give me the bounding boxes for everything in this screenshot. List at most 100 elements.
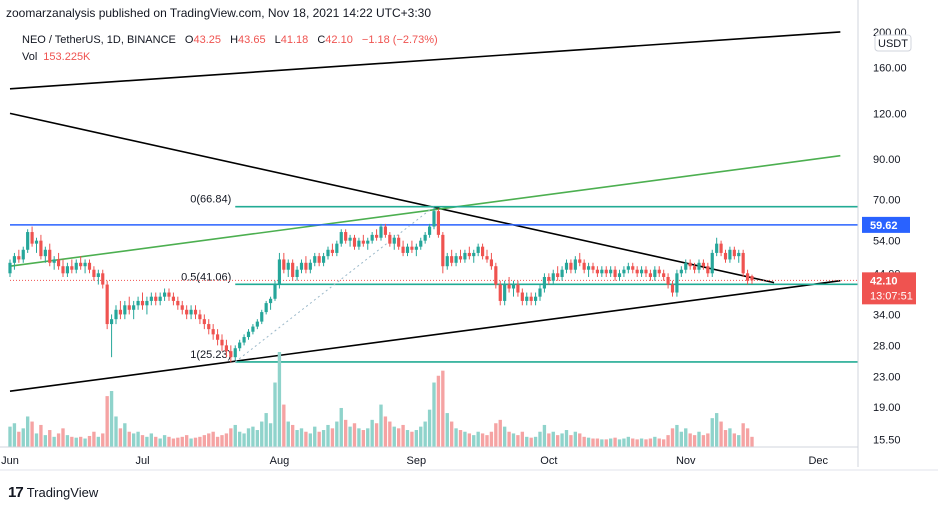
candle-body xyxy=(745,273,750,281)
volume-bar xyxy=(317,431,321,447)
candle-body xyxy=(662,273,666,277)
volume-bar xyxy=(423,421,427,447)
volume-bar xyxy=(547,433,551,447)
volume-bar xyxy=(242,433,246,447)
volume-bar xyxy=(560,433,564,447)
volume-bar xyxy=(427,409,432,447)
candle-body xyxy=(441,234,445,267)
volume-bar xyxy=(617,439,622,447)
volume-bar xyxy=(330,428,335,447)
candle-body xyxy=(202,319,206,325)
volume-bar xyxy=(131,433,136,447)
volume-bar xyxy=(684,428,688,447)
candle-body xyxy=(578,259,582,263)
volume-bar xyxy=(631,438,635,447)
y-tick-label: 120.00 xyxy=(873,108,907,120)
volume-bar xyxy=(626,436,631,447)
volume-bar xyxy=(198,436,202,447)
volume-bar xyxy=(569,435,573,447)
volume-bar xyxy=(688,433,692,447)
symbol-legend[interactable]: NEO / TetherUS, 1D, BINANCE O43.25 H43.6… xyxy=(22,34,438,46)
volume-bar xyxy=(679,431,684,447)
y-tick-label: 54.00 xyxy=(873,236,901,248)
candle-body xyxy=(348,237,352,241)
currency-badge xyxy=(874,34,912,52)
high-label: H xyxy=(230,34,239,46)
volume-bar xyxy=(127,431,131,447)
volume-bar xyxy=(697,431,701,447)
volume-bar xyxy=(401,424,405,447)
volume-bar xyxy=(436,375,441,447)
candle-body xyxy=(480,246,485,257)
candle-body xyxy=(723,252,728,260)
candle-body xyxy=(291,262,295,277)
volume-bar xyxy=(65,435,70,447)
volume-bar xyxy=(516,435,520,447)
volume-bar xyxy=(485,435,489,447)
volume-bar xyxy=(56,433,61,447)
volume-bar xyxy=(445,413,449,447)
candle-body xyxy=(719,243,723,253)
volume-bar xyxy=(419,426,423,447)
candle-body xyxy=(167,292,171,297)
candle-body xyxy=(299,262,304,270)
volume-bar xyxy=(701,435,706,447)
volume-bar xyxy=(463,431,467,447)
volume-bar xyxy=(564,430,569,447)
volume-bar xyxy=(578,433,582,447)
candle-body xyxy=(92,269,96,277)
volume-bar xyxy=(171,438,176,447)
volume-bar xyxy=(714,413,719,447)
x-tick-label: Aug xyxy=(270,455,290,467)
volume-bar xyxy=(533,436,538,447)
tradingview-footer[interactable]: 17 TradingView xyxy=(8,484,98,501)
candle-body xyxy=(657,269,661,274)
symbol-title[interactable]: NEO / TetherUS, 1D, BINANCE xyxy=(22,34,176,46)
volume-bar xyxy=(339,407,343,447)
candle-body xyxy=(26,232,30,250)
volume-legend[interactable]: Vol 153.225K xyxy=(22,51,90,63)
candle-body xyxy=(427,226,432,235)
candle-body xyxy=(96,273,100,277)
candle-body xyxy=(617,273,622,277)
volume-bar xyxy=(648,438,653,447)
volume-bar xyxy=(101,433,105,447)
change-value: −1.18 (−2.73%) xyxy=(361,34,438,46)
volume-bar xyxy=(123,423,127,447)
volume-bar xyxy=(405,430,410,447)
volume-bar xyxy=(661,439,666,447)
candle-body xyxy=(56,259,61,267)
candle-body xyxy=(392,237,396,244)
candle-body xyxy=(52,259,56,263)
candle-body xyxy=(737,252,741,257)
candle-body xyxy=(321,256,326,263)
candle-body xyxy=(679,269,683,274)
volume-bar xyxy=(595,438,600,447)
volume-bar xyxy=(246,428,251,447)
volume-bar xyxy=(180,436,184,447)
x-tick-label: Oct xyxy=(540,455,557,467)
volume-bar xyxy=(520,431,525,447)
volume-bar xyxy=(352,423,357,447)
volume-bar xyxy=(220,435,224,447)
last-price-tag xyxy=(862,272,916,305)
volume-bar xyxy=(710,418,714,447)
volume-bar xyxy=(21,428,25,447)
volume-bar xyxy=(653,436,657,447)
candle-body xyxy=(149,296,153,301)
candle-body xyxy=(525,296,529,301)
volume-bar xyxy=(326,424,330,447)
candle-body xyxy=(533,296,538,301)
volume-bar xyxy=(723,430,728,447)
candle-body xyxy=(12,256,17,263)
volume-value: 153.225K xyxy=(43,51,91,63)
volume-bar xyxy=(396,428,401,447)
candle-body xyxy=(189,309,193,315)
candle-body xyxy=(114,309,118,320)
candle-body xyxy=(193,309,198,315)
volume-bar xyxy=(383,416,388,447)
candle-body xyxy=(591,266,595,270)
candle-body xyxy=(653,269,657,277)
volume-bar xyxy=(136,431,140,447)
